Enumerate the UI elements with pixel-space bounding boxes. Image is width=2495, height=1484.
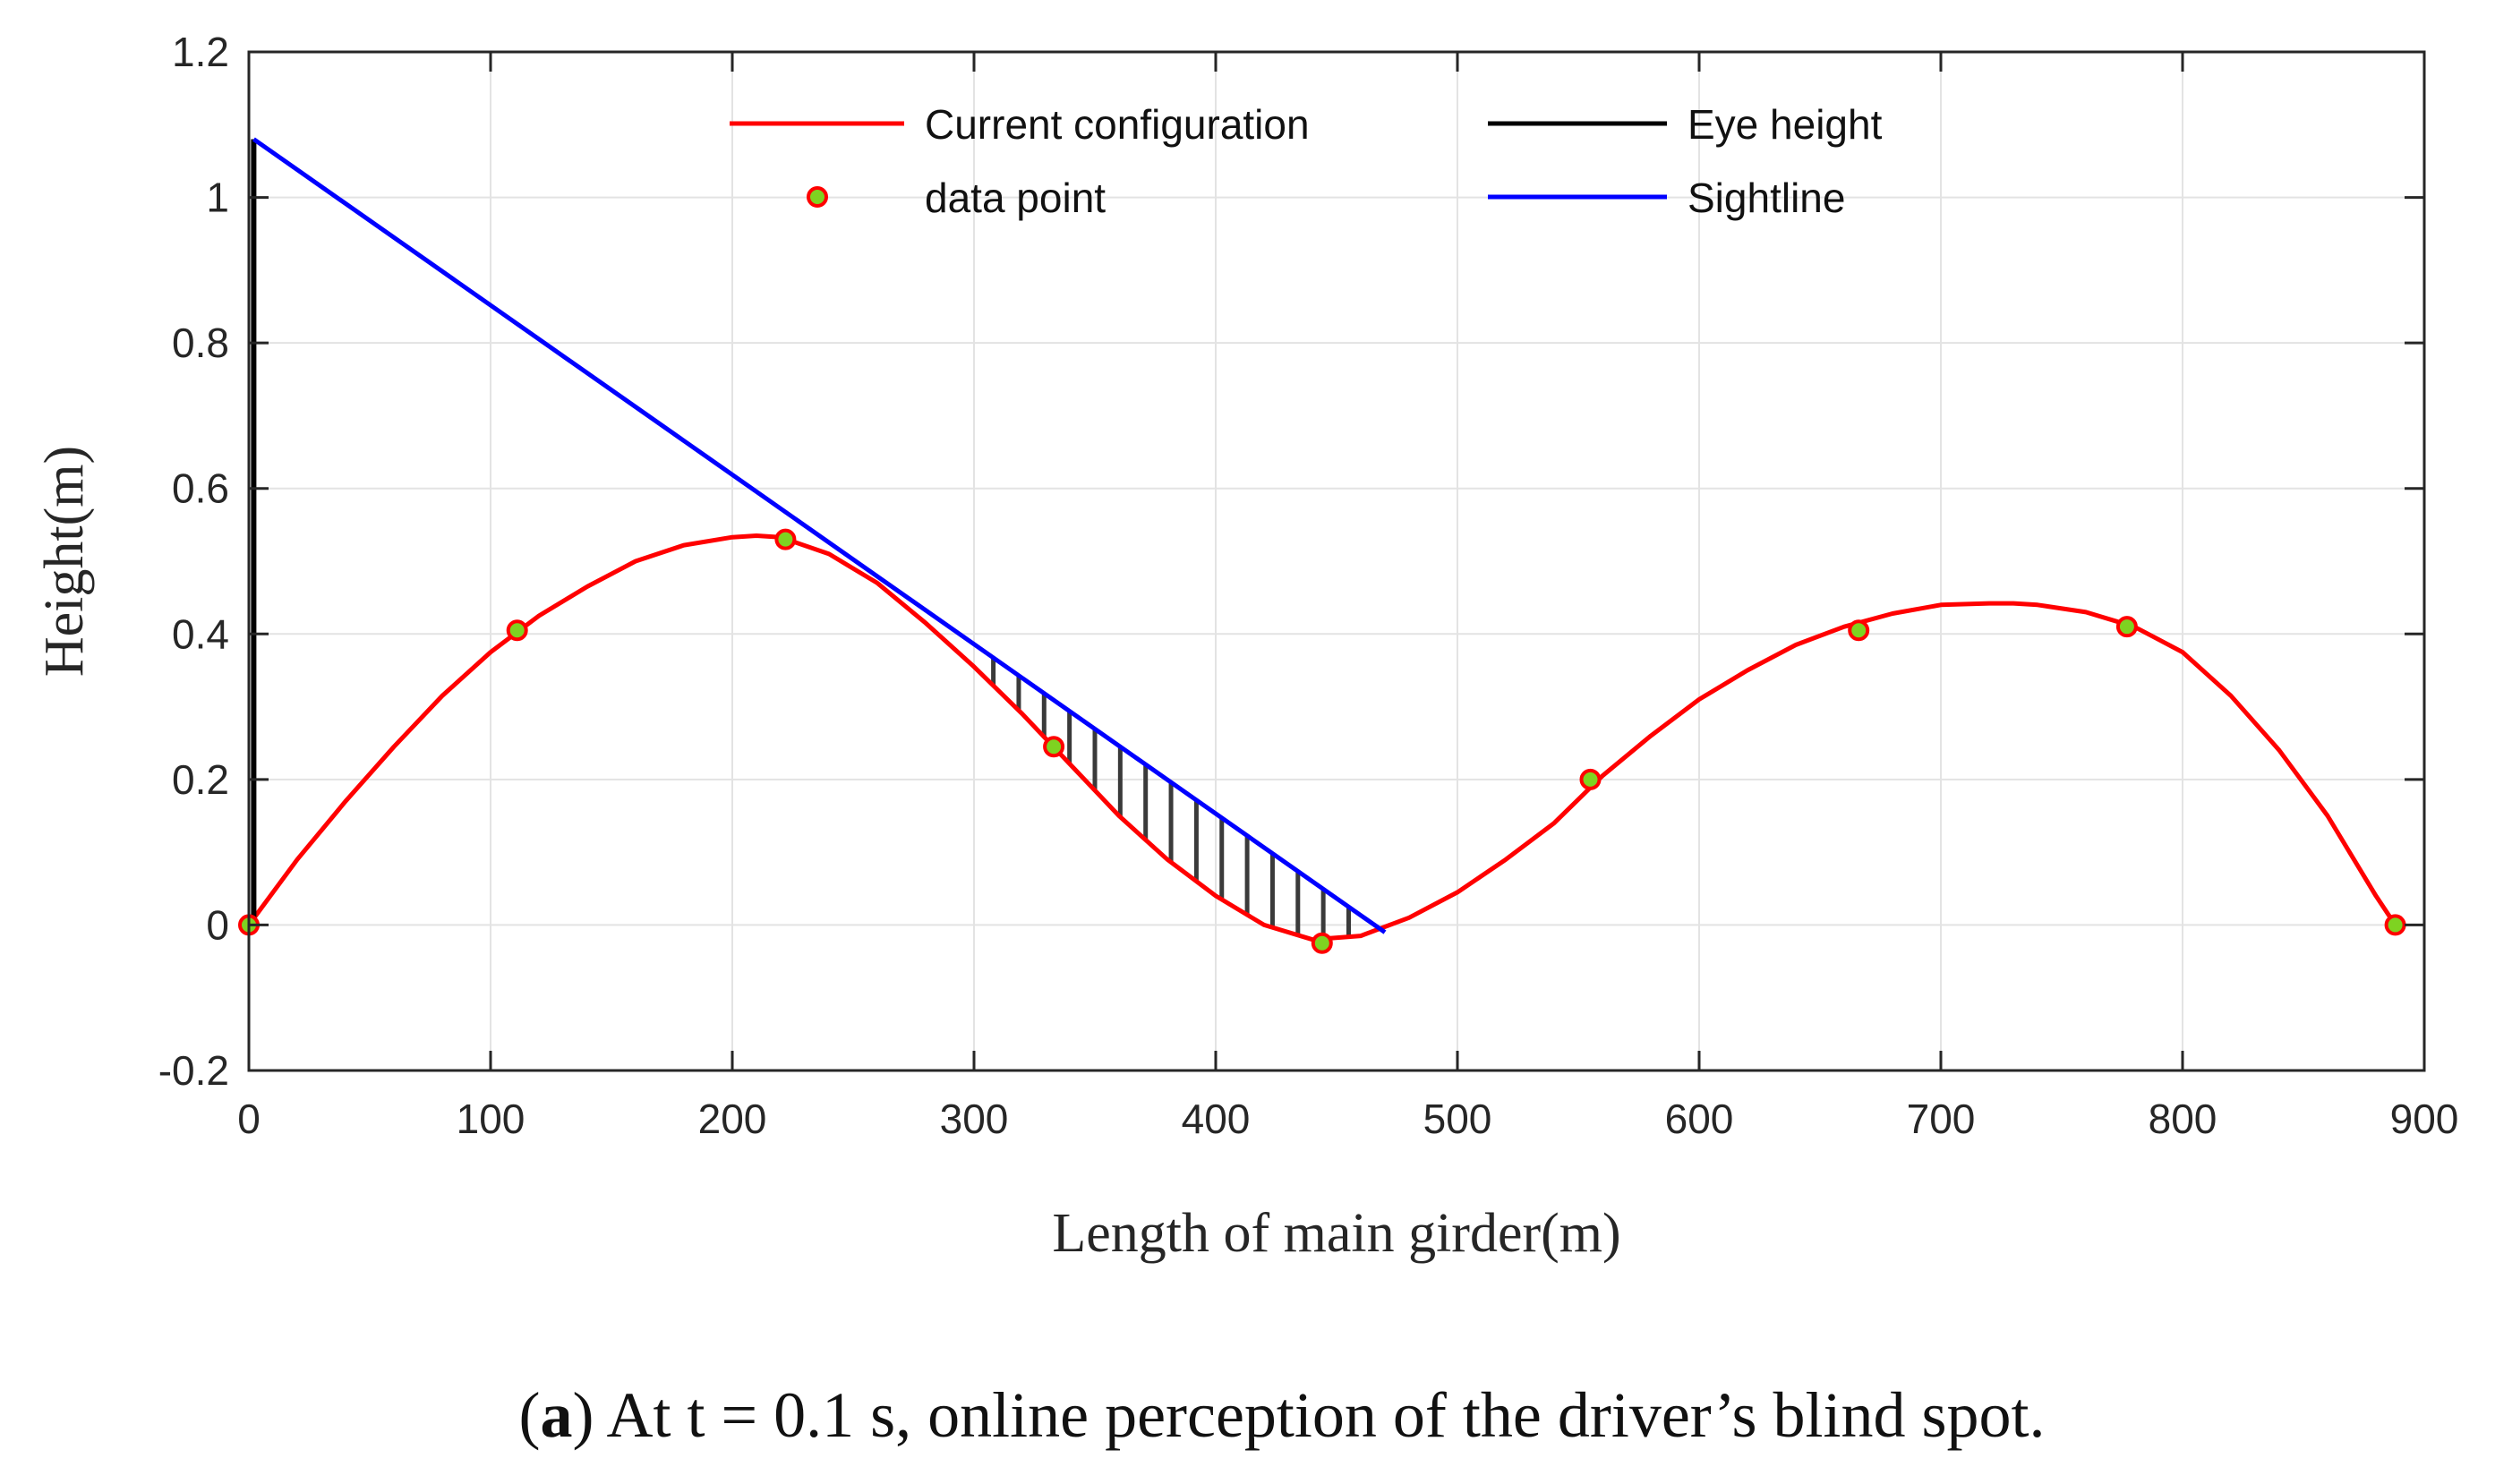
legend-label-data-point: data point xyxy=(925,175,1106,221)
plot-background xyxy=(249,52,2424,1070)
data-point-marker xyxy=(1848,619,1870,642)
current-configuration-line xyxy=(246,533,2397,942)
legend-label-sightline: Sightline xyxy=(1688,175,1845,221)
x-axis-title: Length of main girder(m) xyxy=(1052,1203,1620,1264)
data-point-marker xyxy=(2384,914,2406,936)
data-point-marker xyxy=(506,619,528,642)
figure-caption: (a) At t = 0.1 s, online perception of t… xyxy=(518,1379,2045,1451)
y-tick-label: 1 xyxy=(206,175,229,221)
x-tick-label: 700 xyxy=(1907,1096,1976,1142)
data-points xyxy=(238,528,2406,954)
data-point-marker xyxy=(1579,768,1602,790)
x-tick-label: 300 xyxy=(940,1096,1009,1142)
legend: Current configuration Eye height data po… xyxy=(730,101,1883,221)
x-tick-label: 800 xyxy=(2149,1096,2217,1142)
y-tick-label: 0.8 xyxy=(172,320,229,366)
y-tick-label: 0.4 xyxy=(172,610,229,657)
data-point-marker xyxy=(774,528,797,550)
x-tick-label: 900 xyxy=(2390,1096,2459,1142)
x-tick-label: 500 xyxy=(1423,1096,1492,1142)
legend-label-current-configuration: Current configuration xyxy=(925,101,1310,148)
data-point-marker xyxy=(1043,736,1065,758)
x-tick-label: 0 xyxy=(237,1096,261,1142)
y-tick-label: -0.2 xyxy=(158,1047,229,1094)
data-point-marker xyxy=(2115,616,2138,638)
plot-frame xyxy=(247,50,2426,1072)
y-tick-label: 0.2 xyxy=(172,756,229,803)
blind-zone-hatch xyxy=(991,657,1351,939)
legend-label-eye-height: Eye height xyxy=(1688,101,1883,148)
series-lines xyxy=(246,137,2397,942)
y-axis-title: Height(m) xyxy=(34,446,95,677)
caption-text: At t = 0.1 s, online perception of the d… xyxy=(606,1379,2045,1451)
data-point-marker xyxy=(1311,932,1333,954)
x-tick-label: 600 xyxy=(1665,1096,1734,1142)
y-tick-label: 1.2 xyxy=(172,29,229,75)
legend-marker-data-point xyxy=(807,186,828,208)
x-tick-label: 100 xyxy=(457,1096,525,1142)
x-tick-label: 200 xyxy=(698,1096,767,1142)
sightline-line xyxy=(252,137,1387,934)
x-tick-label: 400 xyxy=(1182,1096,1251,1142)
axis-ticks: 0 100 200 300 400 500 600 700 800 900-0.200.20.40… xyxy=(158,29,2459,1142)
caption-label: a xyxy=(540,1379,572,1451)
grid xyxy=(249,52,2424,1070)
y-tick-label: 0.6 xyxy=(172,465,229,512)
y-tick-label: 0 xyxy=(206,901,229,948)
